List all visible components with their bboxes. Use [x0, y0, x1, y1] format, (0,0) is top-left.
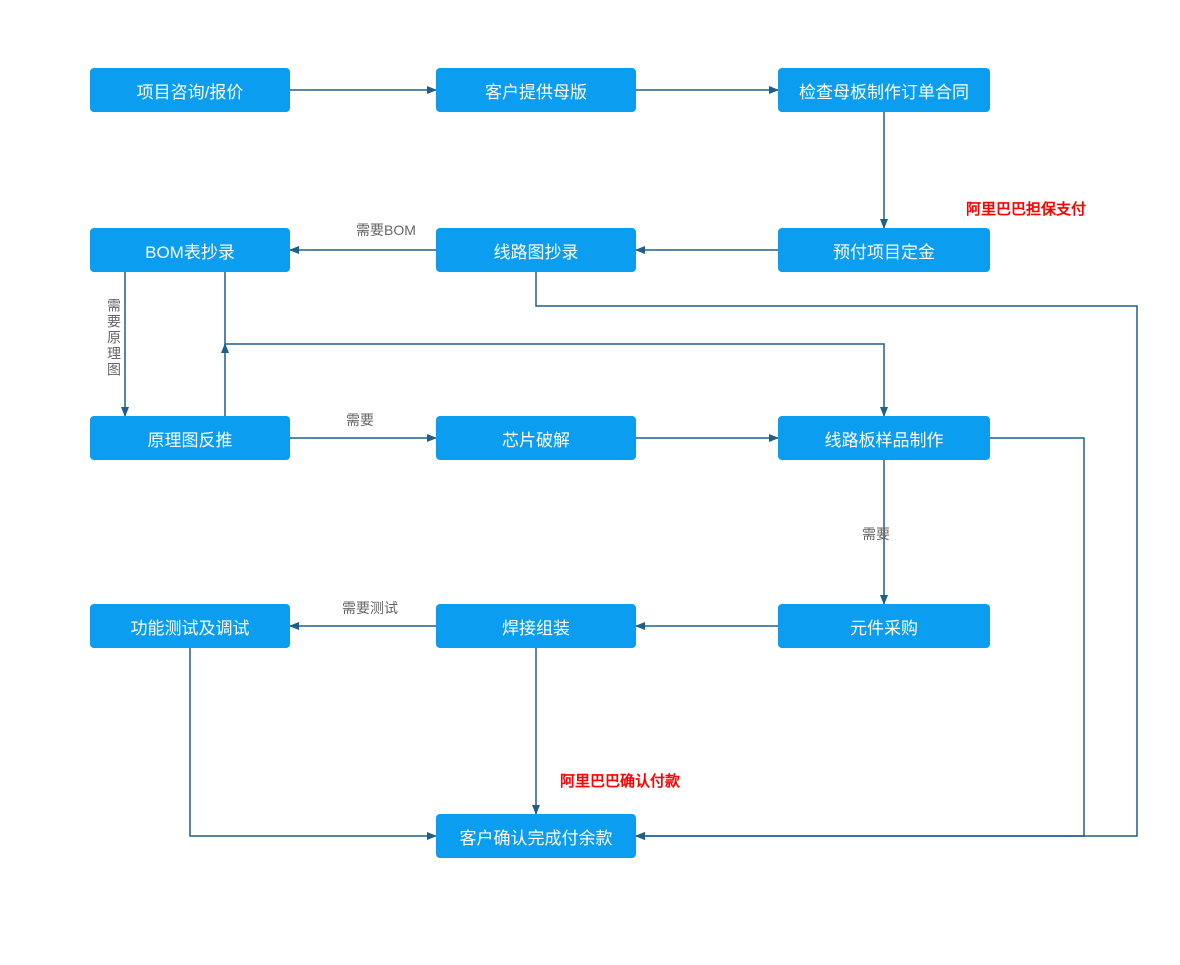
- flow-node-n2: 客户提供母版: [436, 68, 636, 112]
- flow-edge-e8: [536, 272, 1137, 836]
- flow-node-label: 线路图抄录: [494, 238, 579, 263]
- flow-edge-label: 需要BOM: [356, 220, 416, 240]
- flow-node-label: 功能测试及调试: [131, 614, 250, 639]
- flow-node-n5: 线路图抄录: [436, 228, 636, 272]
- flow-edge-e16: [190, 648, 436, 836]
- flow-edge-label: 需要: [862, 524, 890, 544]
- flow-node-label: 预付项目定金: [833, 238, 935, 263]
- flowchart-canvas: 项目咨询/报价 客户提供母版 检查母板制作订单合同预付项目定金 线路图抄录 BOM表抄录…: [0, 0, 1180, 965]
- annotation-a1: 阿里巴巴担保支付: [966, 198, 1086, 219]
- flow-node-n1: 项目咨询/报价: [90, 68, 290, 112]
- flow-node-label: 项目咨询/报价: [137, 78, 244, 103]
- flow-node-n9: 线路板样品制作: [778, 416, 990, 460]
- annotation-a2: 阿里巴巴确认付款: [560, 770, 680, 791]
- flow-node-label: 客户提供母版: [485, 78, 587, 103]
- flow-node-label: BOM表抄录: [145, 238, 235, 263]
- flow-node-n11: 焊接组装: [436, 604, 636, 648]
- flow-node-n13: 客户确认完成付余款: [436, 814, 636, 858]
- flow-node-label: 焊接组装: [502, 614, 570, 639]
- flow-edge-label: 需要原理图: [104, 298, 124, 378]
- flow-node-n7: 原理图反推: [90, 416, 290, 460]
- flow-node-label: 芯片破解: [502, 426, 570, 451]
- flow-node-label: 元件采购: [850, 614, 918, 639]
- flow-node-label: 原理图反推: [148, 426, 233, 451]
- flow-node-n10: 元件采购: [778, 604, 990, 648]
- flow-node-n4: 预付项目定金: [778, 228, 990, 272]
- flow-node-n12: 功能测试及调试: [90, 604, 290, 648]
- flow-node-n6: BOM表抄录: [90, 228, 290, 272]
- flow-node-label: 检查母板制作订单合同: [799, 78, 969, 103]
- flow-node-n3: 检查母板制作订单合同: [778, 68, 990, 112]
- flow-node-label: 线路板样品制作: [825, 426, 944, 451]
- flow-edge-e7: [225, 272, 884, 416]
- flow-node-label: 客户确认完成付余款: [460, 824, 613, 849]
- flow-node-n8: 芯片破解: [436, 416, 636, 460]
- flow-edge-label: 需要: [346, 410, 374, 430]
- flow-edge-label: 需要测试: [342, 598, 398, 618]
